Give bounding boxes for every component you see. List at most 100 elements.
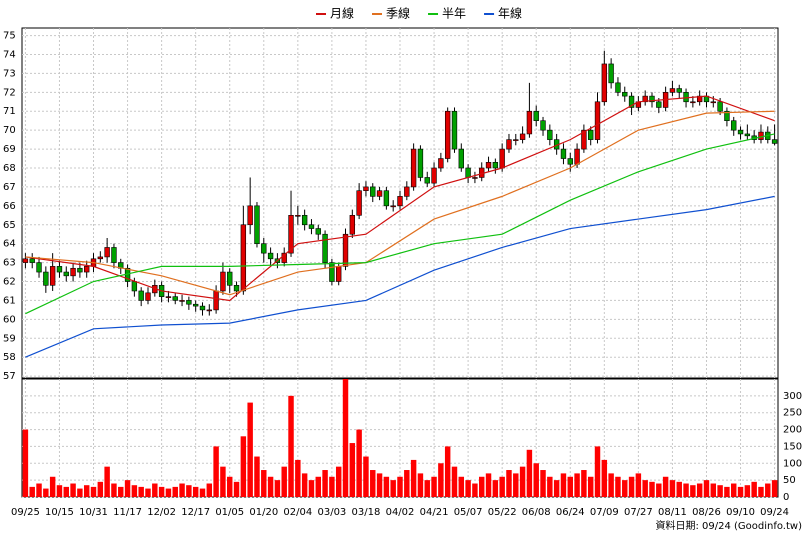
candle-body [710, 101, 716, 104]
candle-body [254, 205, 260, 244]
volume-bar [165, 488, 172, 497]
volume-bar [690, 485, 696, 497]
volume-bar [479, 476, 485, 497]
volume-bar [206, 483, 213, 497]
y-tick-label: 63 [3, 258, 16, 269]
candle-body [63, 271, 69, 277]
x-tick-label: 09/10 [726, 507, 755, 518]
volume-bar [370, 470, 376, 497]
candle-body [138, 290, 144, 301]
candle-body [608, 63, 614, 84]
candle-body [70, 267, 76, 277]
x-tick-label: 08/11 [658, 507, 687, 518]
candle-body [622, 92, 628, 97]
volume-bar [581, 470, 587, 497]
candle-body [397, 196, 403, 207]
candle-body [22, 258, 29, 263]
y2-tick-label: 250 [783, 408, 802, 419]
x-tick-label: 07/27 [624, 507, 653, 518]
y-tick-label: 58 [3, 352, 16, 363]
volume-bar [36, 483, 42, 497]
candle-body [431, 167, 437, 184]
y-tick-label: 64 [3, 239, 16, 250]
legend-label: 季線 [386, 6, 410, 21]
candle-body [301, 214, 308, 226]
candle-body [724, 110, 730, 122]
y-tick-label: 57 [3, 371, 16, 382]
candle-body [186, 300, 192, 305]
candle-body [676, 88, 682, 93]
volume-bar [158, 486, 165, 497]
volume-bar [295, 459, 301, 497]
candle-body [322, 233, 328, 263]
candle-body [547, 129, 553, 140]
volume-bar [410, 459, 417, 497]
candle-body [526, 110, 533, 135]
y-tick-label: 67 [3, 182, 16, 193]
x-tick-label: 10/31 [79, 507, 108, 518]
candle-body [465, 167, 471, 178]
x-tick-label: 02/04 [283, 507, 312, 518]
volume-bar [240, 436, 247, 497]
candle-body [737, 129, 744, 135]
volume-bar [649, 481, 655, 497]
candle-body [669, 88, 676, 93]
candle-body [444, 110, 451, 159]
candle-body [49, 266, 56, 286]
legend-label: 年線 [498, 6, 522, 21]
y-tick-label: 70 [3, 125, 16, 136]
y-tick-label: 60 [3, 314, 16, 325]
volume-bar [186, 485, 192, 497]
volume-bar [131, 485, 138, 497]
candle-body [717, 101, 723, 112]
candle-body [247, 205, 253, 226]
candle-body [308, 224, 315, 229]
volume-bar [104, 466, 110, 497]
volume-bar [90, 486, 97, 497]
volume-bar [676, 481, 682, 497]
y2-tick-label: 50 [783, 475, 796, 486]
candle-body [370, 186, 376, 197]
candle-body [131, 281, 138, 292]
volume-bar [213, 446, 219, 497]
volume-bar [737, 486, 744, 497]
volume-bar [383, 476, 390, 497]
volume-bar [744, 485, 751, 497]
volume-bar [179, 483, 185, 497]
candle-body [731, 120, 737, 131]
volume-bar [288, 395, 294, 497]
y2-tick-label: 100 [783, 458, 802, 469]
volume-bar [322, 470, 328, 497]
volume-bar [56, 485, 63, 497]
x-tick-label: 01/20 [249, 507, 278, 518]
volume-bar [642, 480, 648, 497]
y2-tick-label: 0 [783, 492, 789, 503]
candle-body [356, 190, 362, 216]
volume-bar [444, 446, 451, 497]
candle-body [213, 290, 219, 311]
volume-bar [553, 480, 560, 497]
volume-bar [717, 485, 723, 497]
y-tick-label: 62 [3, 277, 16, 288]
candle-body [261, 243, 267, 254]
volume-bar [424, 480, 430, 497]
volume-bar [261, 470, 267, 497]
volume-bar [669, 480, 676, 497]
volume-bar [63, 486, 69, 497]
y-tick-label: 71 [3, 106, 16, 117]
volume-bar [308, 480, 315, 497]
candle-body [424, 177, 430, 184]
volume-bar [438, 463, 444, 497]
volume-bar [335, 466, 342, 497]
candle-body [336, 266, 342, 282]
volume-bar [499, 476, 505, 497]
candle-body [758, 131, 764, 140]
legend: 月線 季線 半年 年線 [316, 6, 522, 21]
y-tick-label: 65 [3, 220, 16, 231]
candle-body [690, 101, 696, 104]
volume-bar [615, 476, 621, 497]
candle-body [588, 129, 594, 140]
volume-bar [622, 480, 628, 497]
candle-body [77, 267, 83, 273]
